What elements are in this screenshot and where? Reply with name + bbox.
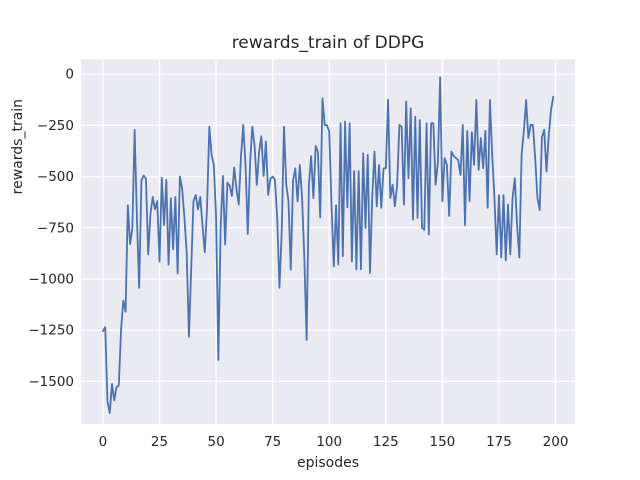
y-axis-label-text: rewards_train — [10, 98, 26, 195]
y-tick-label: −750 — [37, 220, 74, 236]
x-tick-label: 100 — [316, 434, 342, 450]
axes-background — [81, 59, 575, 424]
x-tick-label: 175 — [486, 434, 512, 450]
y-tick-label: −1500 — [28, 374, 74, 390]
x-tick-label: 75 — [264, 434, 281, 450]
x-tick-label: 125 — [373, 434, 399, 450]
x-tick-label: 50 — [208, 434, 225, 450]
y-tick-label: −500 — [37, 169, 74, 185]
x-tick-label: 150 — [430, 434, 456, 450]
x-axis-label: episodes — [296, 455, 360, 471]
chart-title: rewards_train of DDPG — [231, 33, 425, 53]
y-tick-label: −250 — [37, 118, 74, 134]
x-tick-label: 0 — [99, 434, 108, 450]
y-tick-label: 0 — [65, 67, 74, 83]
x-tick-label: 200 — [543, 434, 569, 450]
y-tick-label: −1000 — [28, 271, 74, 287]
y-tick-label: −1250 — [28, 323, 74, 339]
x-tick-label: 25 — [151, 434, 168, 450]
data-line-rewards-train — [102, 76, 555, 415]
